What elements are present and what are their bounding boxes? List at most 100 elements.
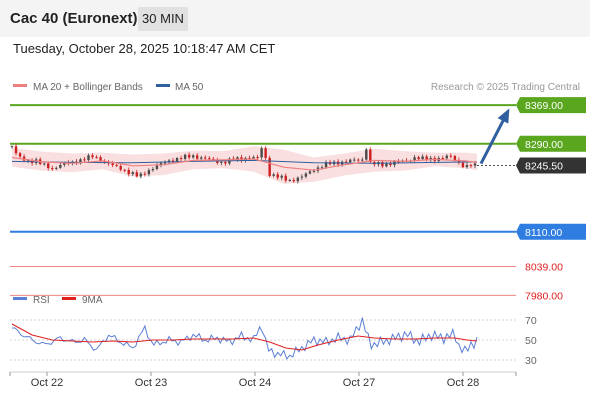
ma50-legend-swatch [156,84,170,87]
candle-body [79,159,82,164]
candle-body [365,149,368,160]
candle-body [312,170,316,172]
candle-body [119,165,122,170]
candle-body [445,155,449,159]
candle-body [151,169,155,171]
candle-body [191,155,195,158]
candle-body [453,156,457,160]
x-axis: Oct 22 Oct 23 Oct 24 Oct 27 Oct 28 [9,371,517,389]
rsi-tick-50: 50 [525,335,537,347]
candle-body [135,172,139,177]
candle-body [200,157,203,159]
candle-body [465,165,469,168]
candle-body [18,153,22,157]
candle-body [397,161,400,163]
x-tick-label: Oct 24 [239,377,271,389]
candle-body [381,162,384,167]
candle-body [99,157,102,162]
rsi-tick-70: 70 [525,315,537,327]
level-label-text: 8245.50 [525,161,563,173]
candle-body [83,159,86,161]
candle-body [449,155,453,157]
candle-body [163,162,167,164]
candle-body [288,179,291,181]
candle-body [14,146,18,154]
candle-body [208,158,211,160]
candle-body [63,162,66,165]
candle-body [284,175,287,181]
candle-body [155,165,159,170]
bollinger-band [12,146,477,184]
candle-body [87,155,90,161]
candle-body [204,157,207,159]
candle-body [324,162,328,168]
candle-body [272,174,275,176]
candle-body [264,148,267,158]
candle-body [171,160,175,163]
candle-body [473,163,477,166]
rsi-legend-label: RSI [33,295,50,306]
x-tick-label: Oct 22 [31,377,63,389]
header-bar: Cac 40 (Euronext) 30 MIN [0,0,590,37]
ma20-legend-label: MA 20 + Bollinger Bands [33,82,143,93]
candle-body [268,157,271,176]
candle-body [425,156,428,161]
level-label-8290.00: 8290.00 [516,135,586,152]
level-label-text: 8039.00 [525,261,563,273]
candle-body [361,159,364,161]
rsi-ma-legend-label: 9MA [82,295,103,306]
rsi-ma-line [11,323,478,351]
candle-body [260,148,263,158]
candle-body [417,157,420,160]
candle-body [179,158,183,160]
price-labels: 8369.00 8290.00 8245.50 8110.00 8039.00 7980.… [516,97,586,302]
ma20-line [11,156,478,171]
arrow-head [497,108,510,124]
candle-body [47,163,50,169]
candle-body [195,155,199,159]
level-label-8369.00: 8369.00 [516,97,586,114]
candle-body [187,154,191,158]
rsi-line [12,317,478,360]
candle-body [55,167,58,169]
level-label-bg [516,97,586,114]
candle-body [344,161,348,163]
candle-body [353,159,356,161]
candle-body [212,158,215,160]
candle-body [348,159,352,163]
candle-body [22,156,26,161]
credit-label: Research © 2025 Trading Central [431,82,580,93]
level-label-text: 8110.00 [525,227,562,239]
candle-body [143,173,147,175]
ma50-line [11,159,478,164]
candle-body [183,154,187,159]
ma20-legend-swatch [13,84,27,87]
candle-body [26,160,30,162]
projection-arrow [479,108,510,165]
level-label-7980.00: 7980.00 [525,290,563,302]
candle-body [139,173,143,177]
candle-body [429,157,432,161]
candle-body [461,162,465,168]
candle-body [280,175,283,178]
candle-body [10,146,14,148]
ma50-legend-label: MA 50 [175,82,204,93]
level-label-bg [516,135,586,152]
candle-body [320,167,324,169]
level-label-8245.50: 8245.50 [516,157,586,174]
level-label-text: 8369.00 [525,100,563,112]
candle-body [304,173,308,177]
candle-body [123,169,126,171]
candle-body [127,169,130,175]
level-label-text: 8290.00 [525,139,563,151]
candle-body [357,159,360,161]
x-tick-label: Oct 28 [447,377,479,389]
level-label-bg [516,223,586,240]
candle-body [131,172,134,175]
moving-averages [11,156,478,171]
candle-body [220,161,223,163]
candle-body [276,174,279,178]
candle-body [252,156,255,159]
timeframe-button[interactable]: 30 MIN [138,7,188,31]
candle-body [385,163,388,167]
